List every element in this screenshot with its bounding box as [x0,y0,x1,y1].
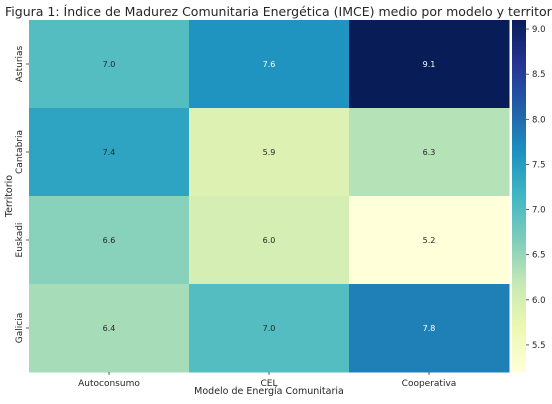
cell-value-label: 9.1 [423,60,436,69]
cell-value-label: 6.4 [103,324,116,333]
y-tick-label: Asturias [15,45,25,82]
heatmap-cell [29,284,190,373]
y-tick-label: Euskadi [15,223,25,258]
colorbar-ticks: 5.5 6.0 6.5 7.0 7.5 8.0 8.5 9.0 [526,25,546,351]
heatmap-cell [189,20,350,109]
chart-title: Figura 1: Índice de Madurez Comunitaria … [5,4,552,19]
colorbar-tick-label: 8.0 [532,115,546,125]
y-tick-label: Cantabria [15,130,25,174]
heatmap-cell [349,196,510,285]
colorbar [512,20,526,372]
cell-value-label: 6.0 [263,236,276,245]
colorbar-tick-label: 7.5 [532,160,546,170]
cell-value-label: 7.8 [423,324,436,333]
heatmap-cells: 7.0 7.6 9.1 7.4 5.9 6.3 6.6 6.0 5.2 6.4 7.0 7.8 [29,20,510,373]
cell-value-label: 7.0 [103,60,116,69]
cell-value-label: 7.4 [103,148,116,157]
colorbar-tick-label: 5.5 [532,341,546,351]
x-tick-label: CEL [261,379,278,389]
x-axis-label: Modelo de Energía Comunitaria [194,386,344,397]
cell-value-label: 7.6 [263,60,276,69]
cell-value-label: 5.2 [423,236,436,245]
heatmap-cell [189,108,350,197]
x-tick-label: Cooperativa [402,379,457,389]
heatmap-cell [29,20,190,109]
heatmap-cell [189,284,350,373]
x-tick-labels: Autoconsumo CEL Cooperativa [78,372,456,389]
cell-value-label: 6.3 [423,148,436,157]
colorbar-tick-label: 8.5 [532,70,546,80]
heatmap-cell [29,196,190,285]
y-tick-labels: Asturias Cantabria Euskadi Galicia [15,45,29,343]
y-tick-label: Galicia [15,313,25,343]
heatmap-cell [189,196,350,285]
cell-value-label: 5.9 [263,148,276,157]
y-axis-label: Territorio [4,175,15,218]
cell-value-label: 7.0 [263,324,276,333]
colorbar-tick-label: 6.0 [532,296,546,306]
cell-value-label: 6.6 [103,236,116,245]
colorbar-tick-label: 7.0 [532,206,546,216]
heatmap-cell [349,20,510,109]
heatmap-cell [349,108,510,197]
colorbar-tick-label: 6.5 [532,251,546,261]
heatmap-cell [29,108,190,197]
colorbar-tick-label: 9.0 [532,25,546,35]
heatmap-cell [349,284,510,373]
x-tick-label: Autoconsumo [78,379,140,389]
